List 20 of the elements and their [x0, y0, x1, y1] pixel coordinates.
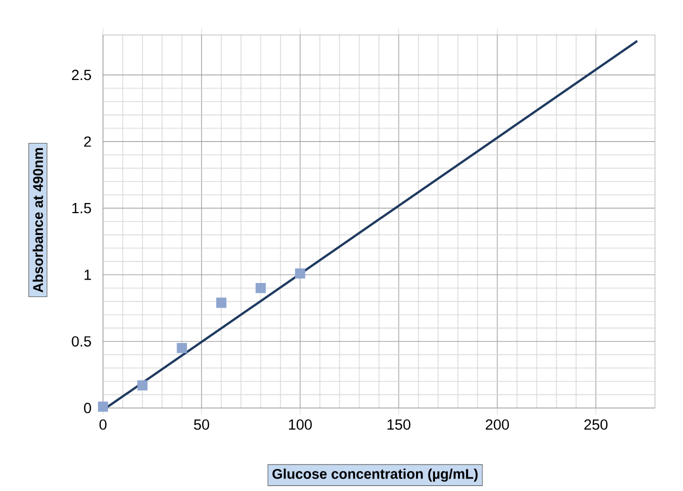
x-tick-label: 200 — [486, 419, 509, 430]
x-tick-label: 100 — [289, 419, 312, 430]
y-tick-label: 2.5 — [72, 70, 91, 80]
point — [98, 402, 108, 412]
y-tick-label: 1.5 — [72, 203, 91, 214]
y-tick-label: 2 — [84, 136, 91, 147]
point — [256, 283, 266, 294]
point — [216, 298, 226, 308]
y-tick-label: 0.5 — [72, 336, 91, 347]
y-tick-label: 0 — [84, 402, 92, 414]
x-tick-label: 0 — [99, 419, 106, 430]
x-tick-label: 250 — [584, 419, 608, 430]
point — [176, 342, 187, 354]
x-tick-label: 150 — [388, 419, 410, 430]
point — [137, 380, 148, 390]
x-axis-title: Glucose concentration (µg/mL) — [272, 468, 478, 482]
y-tick-label: 1 — [84, 270, 91, 280]
y-axis-title: Absorbance at 490nm — [32, 148, 44, 292]
x-tick-label: 50 — [194, 419, 210, 430]
point — [295, 268, 306, 279]
